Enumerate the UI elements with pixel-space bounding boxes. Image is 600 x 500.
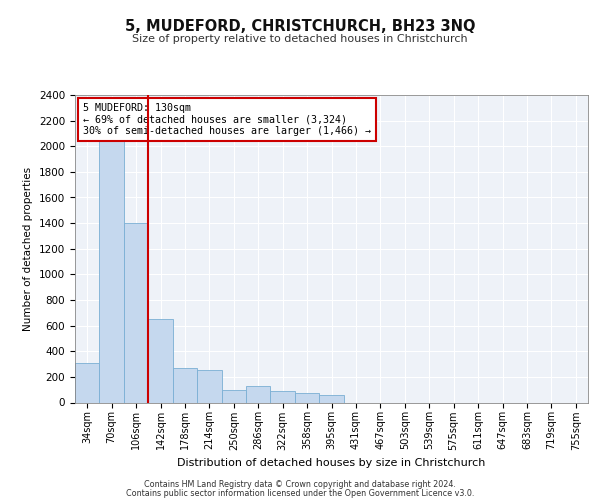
Y-axis label: Number of detached properties: Number of detached properties	[23, 166, 34, 331]
Text: 5 MUDEFORD: 130sqm
← 69% of detached houses are smaller (3,324)
30% of semi-deta: 5 MUDEFORD: 130sqm ← 69% of detached hou…	[83, 102, 371, 136]
Bar	[221, 390, 246, 402]
X-axis label: Distribution of detached houses by size in Christchurch: Distribution of detached houses by size …	[178, 458, 485, 468]
Bar	[197, 370, 221, 402]
Bar	[295, 393, 319, 402]
Text: 5, MUDEFORD, CHRISTCHURCH, BH23 3NQ: 5, MUDEFORD, CHRISTCHURCH, BH23 3NQ	[125, 19, 475, 34]
Bar	[100, 140, 124, 402]
Bar	[173, 368, 197, 402]
Text: Contains public sector information licensed under the Open Government Licence v3: Contains public sector information licen…	[126, 488, 474, 498]
Bar	[246, 386, 271, 402]
Text: Contains HM Land Registry data © Crown copyright and database right 2024.: Contains HM Land Registry data © Crown c…	[144, 480, 456, 489]
Bar	[271, 391, 295, 402]
Bar	[319, 396, 344, 402]
Text: Size of property relative to detached houses in Christchurch: Size of property relative to detached ho…	[132, 34, 468, 43]
Bar	[75, 364, 100, 403]
Bar	[148, 319, 173, 402]
Bar	[124, 223, 148, 402]
